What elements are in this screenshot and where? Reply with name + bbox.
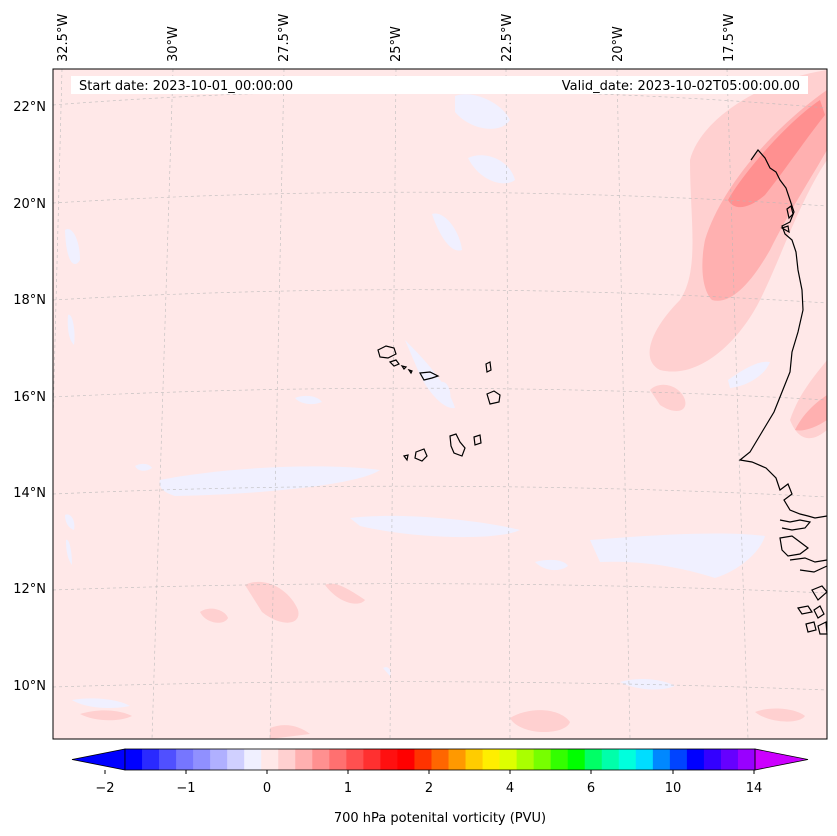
colorbar-tick-label: 1: [344, 781, 352, 796]
colorbar-cell: [193, 749, 211, 770]
colorbar: −2 −1 0 1 2 4 6 10 14 700 hPa potenital …: [71, 748, 809, 826]
colorbar-cell: [550, 749, 569, 770]
colorbar-tick-label: 14: [746, 781, 763, 796]
lon-label: 27.5°W: [277, 14, 292, 62]
colorbar-cell: [397, 749, 416, 770]
colorbar-over-arrow: [754, 748, 809, 771]
colorbar-cell: [363, 749, 382, 770]
colorbar-cell: [329, 749, 347, 770]
colorbar-tick-labels: −2 −1 0 1 2 4 6 10 14: [95, 781, 762, 796]
pv-negative-areas: [65, 94, 770, 708]
lat-label: 20°N: [13, 197, 46, 212]
map-frame: [52, 68, 828, 740]
lon-label: 25°W: [389, 26, 404, 62]
colorbar-cell: [652, 749, 671, 770]
lat-label: 12°N: [13, 582, 46, 597]
colorbar-cell: [227, 749, 245, 770]
longitude-labels: 32.5°W 30°W 27.5°W 25°W 22.5°W 20°W 17.5…: [56, 14, 737, 62]
colorbar-cell: [159, 749, 177, 770]
colorbar-cell: [737, 749, 756, 770]
lon-label: 17.5°W: [722, 14, 737, 62]
colorbar-cell: [686, 749, 705, 770]
lat-label: 10°N: [13, 679, 46, 694]
lat-label: 22°N: [13, 100, 46, 115]
colorbar-cell: [567, 749, 586, 770]
colorbar-cell: [499, 749, 518, 770]
lon-label: 22.5°W: [500, 14, 515, 62]
colorbar-cell: [380, 749, 399, 770]
colorbar-cell: [618, 749, 637, 770]
colorbar-cell: [584, 749, 603, 770]
colorbar-cell: [431, 749, 450, 770]
graticule: [52, 68, 828, 740]
lon-label: 32.5°W: [56, 14, 71, 62]
colorbar-tick-label: −1: [176, 781, 195, 796]
colorbar-frame: [124, 748, 756, 771]
colorbar-cell: [516, 749, 535, 770]
colorbar-tick-label: 6: [587, 781, 595, 796]
colorbar-tick-label: −2: [95, 781, 114, 796]
colorbar-under-arrow: [71, 748, 126, 771]
colorbar-cell: [414, 749, 433, 770]
start-date-label: Start date: 2023-10-01_00:00:00: [79, 79, 293, 94]
lat-label: 16°N: [13, 390, 46, 405]
colorbar-cell: [482, 749, 501, 770]
colorbar-tick-label: 10: [665, 781, 682, 796]
colorbar-cell: [312, 749, 330, 770]
map-panel: [52, 68, 828, 740]
colorbar-cell: [142, 749, 160, 770]
cape-verde-islands: [377, 345, 501, 462]
colorbar-ticks: [104, 770, 755, 774]
african-coastline: [738, 149, 828, 635]
colorbar-cell: [346, 749, 364, 770]
colorbar-cell: [465, 749, 484, 770]
colorbar-cell: [125, 749, 143, 770]
lat-label: 14°N: [13, 486, 46, 501]
colorbar-cell: [261, 749, 279, 770]
colorbar-cell: [176, 749, 194, 770]
lon-label: 20°W: [611, 26, 626, 62]
colorbar-tick-label: 4: [506, 781, 514, 796]
colorbar-cell: [669, 749, 688, 770]
colorbar-cell: [278, 749, 296, 770]
colorbar-tick-label: 0: [263, 781, 271, 796]
colorbar-cell: [720, 749, 739, 770]
colorbar-cell: [703, 749, 722, 770]
colorbar-cell: [601, 749, 620, 770]
colorbar-cell: [295, 749, 313, 770]
latitude-labels: 22°N 20°N 18°N 16°N 14°N 12°N 10°N: [13, 100, 46, 694]
lat-label: 18°N: [13, 293, 46, 308]
colorbar-cell: [210, 749, 228, 770]
pv-strong-positive-areas: [728, 100, 825, 208]
colorbar-cell: [244, 749, 262, 770]
colorbar-cell: [448, 749, 467, 770]
colorbar-cells: [125, 749, 756, 770]
colorbar-cell: [635, 749, 654, 770]
valid-date-label: Valid_date: 2023-10-02T05:00:00.00: [562, 79, 800, 94]
info-bar: [71, 76, 808, 94]
lon-label: 30°W: [166, 26, 181, 62]
colorbar-cell: [533, 749, 552, 770]
colorbar-tick-label: 2: [425, 781, 433, 796]
colorbar-label: 700 hPa potenital vorticity (PVU): [334, 811, 546, 826]
